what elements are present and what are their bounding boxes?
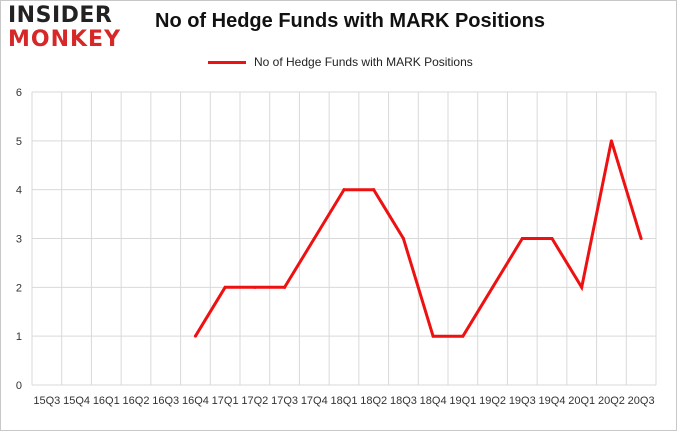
x-tick-label: 19Q3 — [509, 395, 536, 407]
x-tick-label: 19Q4 — [539, 395, 566, 407]
data-point — [580, 285, 584, 289]
x-tick-label: 16Q4 — [182, 395, 209, 407]
y-tick-label: 0 — [16, 380, 22, 392]
logo-line1: INSIDER — [8, 3, 113, 28]
x-tick-label: 16Q1 — [93, 395, 120, 407]
x-tick-label: 20Q1 — [568, 395, 595, 407]
logo-line2: MONKEY — [8, 27, 122, 52]
x-tick-label: 18Q4 — [420, 395, 447, 407]
data-point — [431, 334, 435, 338]
y-tick-label: 4 — [16, 185, 22, 197]
x-tick-label: 20Q3 — [628, 395, 655, 407]
data-point — [283, 285, 287, 289]
data-point — [639, 237, 643, 240]
x-tick-label: 17Q2 — [241, 395, 268, 407]
data-point — [372, 188, 376, 192]
x-tick-label: 19Q1 — [449, 395, 476, 407]
data-point — [401, 237, 405, 240]
y-tick-label: 1 — [16, 331, 22, 343]
chart-legend: No of Hedge Funds with MARK Positions — [208, 54, 473, 70]
y-tick-label: 2 — [16, 282, 22, 294]
x-tick-label: 18Q1 — [331, 395, 358, 407]
series-line — [194, 140, 643, 338]
data-point — [193, 334, 197, 338]
data-point — [461, 334, 465, 338]
legend-swatch — [208, 60, 246, 64]
data-point — [312, 237, 316, 240]
x-tick-label: 15Q4 — [63, 395, 90, 407]
x-tick-label: 15Q3 — [33, 395, 60, 407]
data-point — [550, 237, 554, 240]
x-tick-label: 20Q2 — [598, 395, 625, 407]
x-tick-label: 19Q2 — [479, 395, 506, 407]
data-point — [253, 285, 257, 289]
x-tick-label: 17Q4 — [301, 395, 328, 407]
data-point — [520, 237, 524, 240]
data-point — [491, 285, 495, 289]
insider-monkey-logo: INSIDER MONKEY — [8, 4, 126, 54]
y-tick-label: 5 — [16, 136, 22, 148]
x-tick-label: 18Q2 — [360, 395, 387, 407]
x-tick-label: 18Q3 — [390, 395, 417, 407]
chart-title: No of Hedge Funds with MARK Positions — [155, 10, 545, 32]
data-point — [609, 139, 613, 143]
data-point — [342, 188, 346, 192]
data-point — [223, 285, 227, 289]
y-tick-label: 6 — [16, 87, 22, 99]
x-tick-label: 16Q3 — [152, 395, 179, 407]
x-tick-label: 16Q2 — [123, 395, 150, 407]
y-tick-label: 3 — [16, 234, 22, 246]
x-tick-label: 17Q1 — [212, 395, 239, 407]
x-tick-label: 17Q3 — [271, 395, 298, 407]
legend-label: No of Hedge Funds with MARK Positions — [254, 55, 473, 69]
